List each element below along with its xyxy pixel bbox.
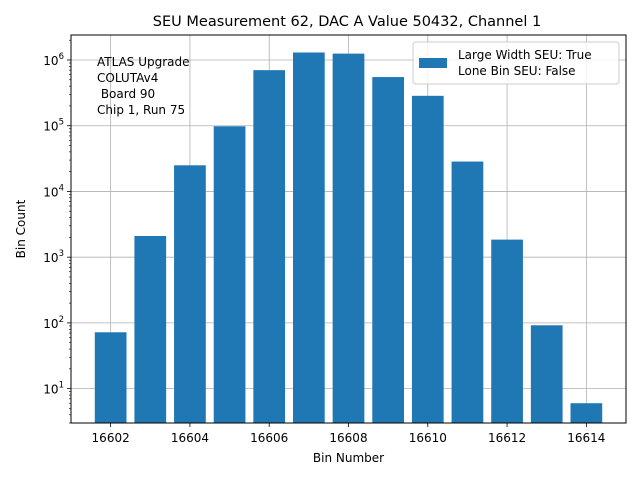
legend-swatch (419, 58, 447, 68)
bar (372, 77, 404, 423)
bar (134, 235, 167, 423)
annotation-line: Chip 1, Run 75 (97, 103, 185, 117)
bar (491, 239, 523, 423)
bar (293, 52, 325, 423)
y-tick-label: 104 (43, 183, 64, 199)
annotation-line: COLUTAv4 (97, 71, 158, 85)
bar (94, 332, 127, 423)
y-axis-ticks: 101 102 103 104 105 106 (43, 39, 71, 424)
y-axis-label: Bin Count (14, 199, 28, 258)
bar (253, 70, 286, 424)
x-tick-label: 16610 (409, 431, 447, 445)
bar (332, 53, 365, 423)
bar (451, 161, 484, 424)
y-tick-label: 105 (43, 118, 64, 134)
x-tick-label: 16614 (567, 431, 605, 445)
annotation-line: Board 90 (97, 87, 155, 101)
x-tick-label: 16604 (171, 431, 209, 445)
annotation: ATLAS Upgrade COLUTAv4 Board 90 Chip 1, Ru… (97, 55, 190, 117)
x-tick-label: 16602 (92, 431, 130, 445)
y-tick-label: 103 (43, 249, 64, 265)
bars (94, 52, 603, 424)
y-tick-label: 106 (43, 52, 64, 68)
legend: Large Width SEU: True Lone Bin SEU: False (412, 41, 620, 85)
chart-title: SEU Measurement 62, DAC A Value 50432, C… (153, 14, 541, 30)
bar (530, 325, 563, 423)
legend-entry: Large Width SEU: True (458, 48, 592, 62)
annotation-line: ATLAS Upgrade (97, 55, 190, 69)
x-tick-label: 16612 (488, 431, 526, 445)
legend-entry: Lone Bin SEU: False (458, 64, 576, 78)
plot-frame (70, 34, 627, 424)
x-axis-ticks: 16602 16604 16606 16608 16610 16612 16614 (92, 423, 605, 445)
x-tick-label: 16608 (329, 431, 367, 445)
bar (411, 95, 444, 423)
bar (213, 126, 246, 423)
y-tick-label: 102 (43, 315, 64, 331)
legend-box (412, 41, 620, 85)
x-axis-label: Bin Number (313, 451, 384, 465)
y-tick-label: 101 (43, 381, 64, 397)
bar (174, 165, 206, 423)
x-tick-label: 16606 (250, 431, 288, 445)
bar (570, 403, 603, 423)
